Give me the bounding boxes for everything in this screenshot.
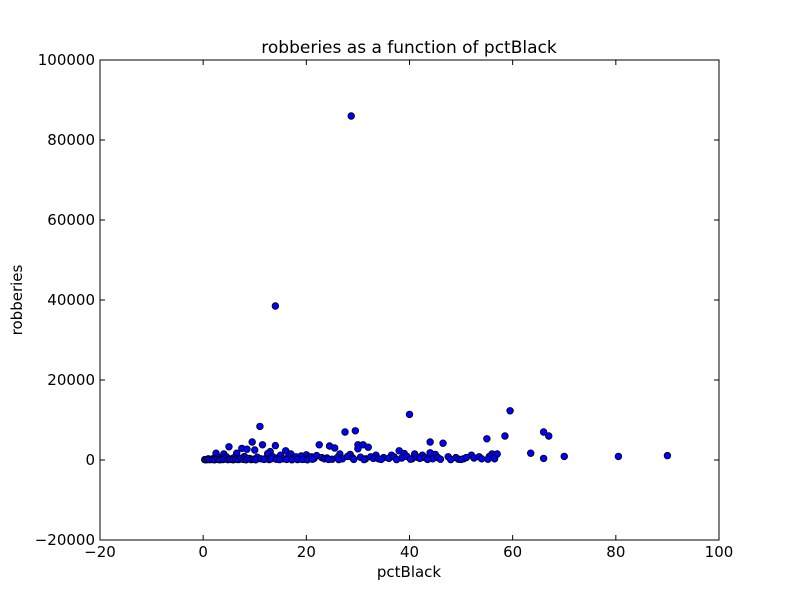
data-point	[251, 446, 259, 454]
y-tick-label: 60000	[47, 211, 95, 229]
data-point	[539, 454, 548, 463]
data-point	[341, 428, 349, 436]
y-tick-label: 80000	[47, 131, 95, 149]
data-point	[256, 422, 264, 431]
y-axis-label: robberies	[8, 264, 26, 335]
data-point	[271, 441, 280, 450]
plot-frame	[99, 59, 720, 541]
data-point	[663, 451, 672, 460]
data-point	[225, 443, 233, 451]
x-tick-label: 0	[198, 543, 208, 561]
data-point	[331, 444, 339, 452]
data-point	[436, 455, 445, 463]
data-point	[360, 455, 368, 464]
data-point	[258, 441, 267, 449]
data-point	[243, 445, 251, 453]
data-point	[490, 455, 499, 463]
data-point	[539, 428, 548, 436]
y-tick-label: 0	[85, 451, 95, 469]
data-point	[271, 302, 280, 310]
data-point	[545, 432, 553, 440]
y-tick-label: −20000	[35, 531, 95, 549]
data-point	[406, 455, 415, 463]
data-point	[405, 410, 414, 419]
data-point	[614, 452, 623, 461]
x-tick-label: 60	[503, 543, 522, 561]
data-point	[351, 427, 360, 435]
axis-ticks: −20 0 20 40 60 80 100 −20000 0 20000 40000 60000 800…	[35, 51, 734, 561]
data-point	[315, 441, 323, 449]
data-point	[483, 435, 491, 443]
data-point	[423, 455, 432, 464]
data-point	[248, 438, 256, 446]
data-point	[377, 455, 385, 464]
chart-title: robberies as a function of pctBlack	[261, 38, 557, 58]
data-point	[347, 112, 355, 120]
data-point	[426, 438, 434, 446]
data-point	[308, 455, 317, 463]
data-point	[506, 407, 514, 415]
data-point	[364, 443, 372, 451]
data-point	[478, 455, 486, 463]
data-point	[354, 445, 362, 453]
y-tick-label: 40000	[47, 291, 95, 309]
x-tick-label: 80	[606, 543, 625, 561]
data-point	[527, 449, 535, 457]
x-axis-label: pctBlack	[377, 563, 442, 581]
x-tick-label: 20	[297, 543, 316, 561]
data-points	[201, 112, 672, 464]
data-point	[392, 455, 401, 464]
data-point	[457, 455, 465, 464]
y-tick-label: 100000	[38, 51, 95, 69]
data-point	[439, 439, 447, 447]
data-point	[350, 455, 358, 464]
data-point	[560, 452, 568, 461]
data-point	[501, 432, 509, 440]
data-point	[484, 455, 492, 463]
x-tick-label: 40	[400, 543, 419, 561]
data-point	[324, 455, 333, 464]
data-point	[282, 447, 290, 455]
y-tick-label: 20000	[47, 371, 95, 389]
x-tick-label: 100	[705, 543, 734, 561]
x-tick-label: −20	[84, 543, 116, 561]
data-point	[275, 455, 284, 464]
data-point	[447, 455, 455, 464]
data-point	[335, 455, 343, 464]
